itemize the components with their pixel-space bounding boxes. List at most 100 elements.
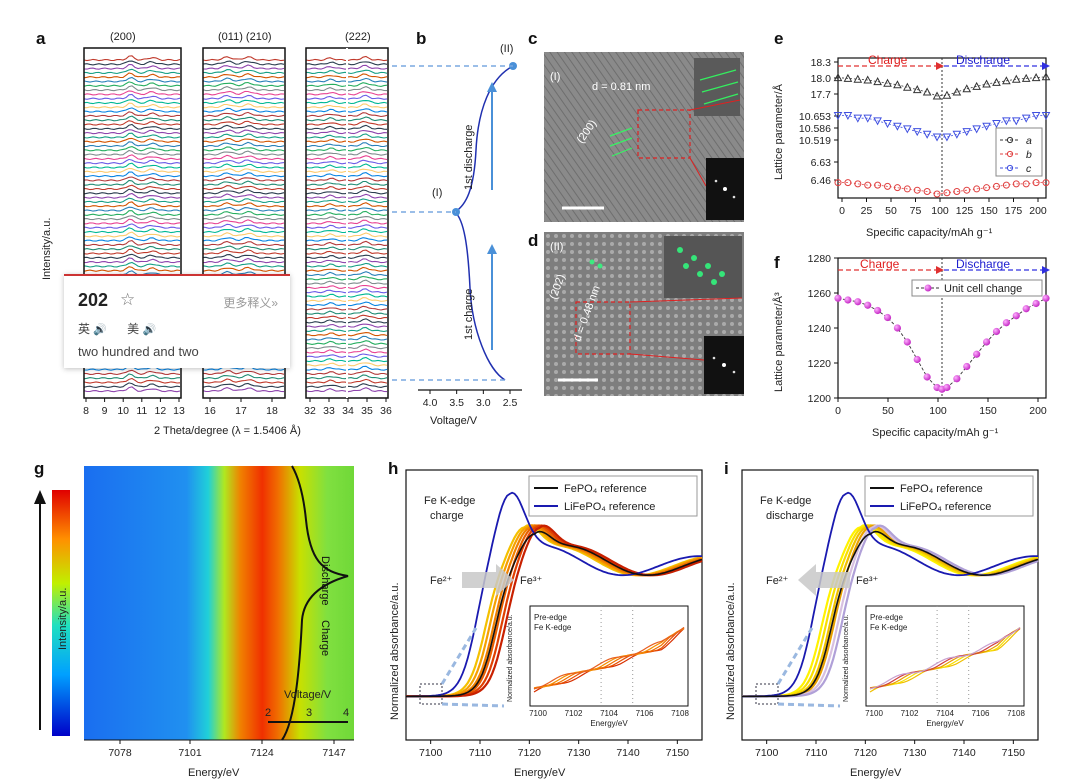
tick-a3-4: 36 [380,405,392,417]
xrd-trace [83,115,181,122]
ytick-e-7: 6.46 [811,175,832,187]
xrd-trace [202,370,285,375]
xrd-trace [202,185,285,191]
xrd-trace [202,245,285,251]
unit-cell-point [923,373,931,381]
inset-title-2: Fe K-edge [870,623,908,632]
point-c [942,133,952,142]
xtick-g-2: 7124 [250,747,274,759]
point-c [1021,114,1031,123]
speaker-uk-icon[interactable]: 🔊 [93,324,108,336]
xrd-trace [202,193,285,199]
voltage-tick-2: 2 [265,707,271,719]
xtick-5: 7150 [1002,747,1026,759]
xrd-trace [83,158,181,165]
xanes-curve [742,530,1039,698]
legend-lifepo4: LiFePO₄ reference [900,501,991,513]
inset-xtick-4: 7108 [1007,709,1025,718]
inset-xtick-1: 7102 [565,709,583,718]
xrd-trace [202,150,285,156]
xrd-trace [84,102,181,109]
unit-cell-plot-f [834,294,1050,393]
title-line-2: charge [430,510,464,522]
xrd-trace [83,369,181,376]
inset-xlabel: Energy/eV [926,719,964,728]
xrd-trace [202,219,285,225]
xrd-trace [202,107,285,113]
more-definitions-link[interactable]: 更多释义» [223,296,278,310]
peak-label-200: (200) [110,31,136,43]
inset-title-1: Pre-edge [534,613,567,622]
xrd-trace [202,382,285,388]
point-b [1042,179,1050,187]
voltage-tick-3: 3 [306,707,312,719]
xrd-trace [83,63,181,70]
point-c [902,125,912,134]
inset-curve [533,627,685,689]
ytick-f-1: 1260 [808,288,832,300]
xrd-trace [83,60,181,66]
ytick-e-0: 18.3 [811,57,832,69]
title-line-2: discharge [766,510,814,522]
xrd-trace [83,236,181,242]
xrd-trace [202,168,285,173]
zoom-box [755,683,779,705]
point-a [902,82,912,91]
ytick-e-2: 17.7 [811,89,832,101]
xrd-trace [83,210,181,216]
xrd-trace [83,81,181,87]
xrd-trace [83,85,181,92]
xtick-2: 7120 [854,747,878,759]
panel-f-ylabel: Lattice parameter/Å³ [772,292,785,392]
panel-labels: a b c d e f g h i [34,29,783,478]
xrd-trace [202,262,285,268]
xrd-trace [83,179,181,186]
favorite-star-icon[interactable]: ☆ [120,290,136,309]
xtick-g-3: 7147 [322,747,346,759]
xrd-trace [202,111,285,118]
xrd-trace [83,171,181,178]
point-c [873,117,882,126]
inset-curve [869,627,1021,690]
tem-inset-c [694,58,740,116]
inset-xtick-0: 7100 [529,709,547,718]
unit-cell-point [973,350,981,358]
inset-xlabel: Energy/eV [590,719,628,728]
point-a [952,87,962,96]
fe3-label: Fe³⁺ [856,575,879,587]
inset-frame [529,605,689,707]
xtick-g-0: 7078 [108,747,132,759]
inset-xtick-2: 7104 [936,709,954,718]
tick-a1-0: 8 [83,405,89,417]
panel-label-g: g [34,459,44,478]
panel-e-xlabel: Specific capacity/mAh g⁻¹ [866,227,993,239]
legend-f [911,279,1043,297]
point-c [1031,111,1041,121]
unit-cell-point [982,338,991,346]
voltage-label-g: Voltage/V [284,689,332,701]
xtick-5: 7150 [666,747,690,759]
xrd-trace [202,69,285,74]
panel-label-h: h [388,459,398,478]
xrd-trace [202,129,285,135]
state-label-2: (II) [500,43,513,55]
point-a [992,77,1001,86]
speaker-us-icon[interactable]: 🔊 [142,324,157,336]
xrd-trace [83,123,181,130]
tick-b-3: 2.5 [503,397,518,409]
xrd-trace [83,206,181,212]
xrd-trace [202,227,285,234]
point-b [973,185,981,193]
xrd-trace [202,172,285,178]
discharge-label-f: Discharge [956,257,1010,271]
point-a [833,73,843,82]
point-b [992,182,1000,190]
unit-cell-point [963,362,971,371]
xrd-trace [83,386,181,393]
zoom-box [419,683,443,705]
panel-a-xlabel: 2 Theta/degree (λ = 1.5406 Å) [154,424,301,437]
panel-e: Lattice parameter/Å 18.318.017.710.65310… [772,53,1051,239]
xrd-trace [83,248,181,255]
point-c [992,120,1001,129]
